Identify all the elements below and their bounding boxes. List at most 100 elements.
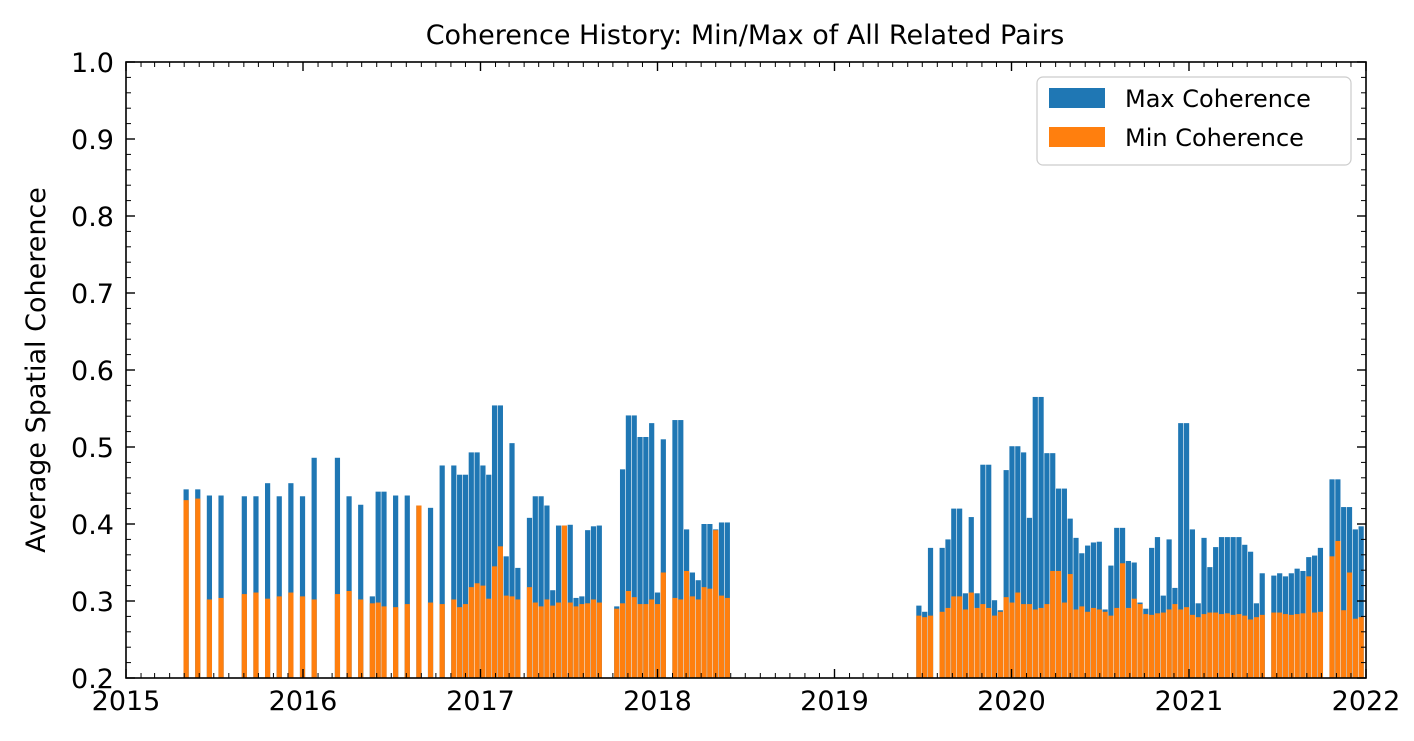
bar-max xyxy=(986,464,992,678)
bar-min xyxy=(1061,602,1067,678)
bar-min xyxy=(1282,614,1289,678)
bar-max xyxy=(1358,526,1364,678)
bar-min xyxy=(968,592,974,678)
bar-max xyxy=(631,415,637,678)
bar-min xyxy=(660,572,666,678)
y-tick-label: 0.9 xyxy=(71,125,114,156)
bar-max xyxy=(1247,551,1254,678)
bar-max xyxy=(241,496,247,678)
bar-max xyxy=(393,495,399,678)
x-tick-label: 2019 xyxy=(800,686,869,717)
bar-max xyxy=(951,508,957,678)
bar-max xyxy=(1032,396,1038,678)
bar-max xyxy=(619,469,626,678)
bar-min xyxy=(393,607,399,678)
bar-max xyxy=(439,465,445,678)
bar-min xyxy=(1335,540,1341,678)
bar-min xyxy=(689,596,696,678)
bar-min xyxy=(567,602,573,678)
bar-max xyxy=(486,474,492,678)
bar-max xyxy=(218,495,224,678)
bar-min xyxy=(1195,617,1201,678)
bar-min xyxy=(288,592,294,678)
bar-min xyxy=(1015,592,1021,678)
bar-max xyxy=(311,457,317,678)
bar-max xyxy=(660,439,666,678)
y-axis-ticks: 0.2 0.3 0.4 0.5 0.6 0.7 0.8 0.9 1.0 xyxy=(71,48,1366,695)
bar-min xyxy=(927,615,934,678)
bar-min xyxy=(718,595,725,678)
y-tick-label: 0.6 xyxy=(71,356,114,387)
bar-max xyxy=(1166,539,1172,678)
x-tick-label: 2020 xyxy=(977,686,1046,717)
bar-min xyxy=(346,590,352,678)
bar-min xyxy=(1055,570,1062,678)
bar-max xyxy=(265,483,271,678)
y-axis-label: Average Spatial Coherence xyxy=(21,187,52,553)
bar-min xyxy=(951,596,957,678)
x-tick-label: 2015 xyxy=(92,686,161,717)
bar-min xyxy=(265,598,271,678)
bar-min xyxy=(957,596,963,678)
bar-max xyxy=(643,436,649,678)
bar-min xyxy=(480,585,486,678)
y-tick-label: 0.8 xyxy=(71,202,114,233)
bar-min xyxy=(1154,613,1161,678)
bar-max xyxy=(358,504,364,678)
bar-max xyxy=(1114,527,1120,678)
bar-min xyxy=(1247,619,1254,678)
bar-max xyxy=(1242,544,1248,678)
bar-min xyxy=(590,599,597,678)
bar-max xyxy=(276,496,282,678)
y-tick-label: 0.5 xyxy=(71,433,114,464)
bar-min xyxy=(1050,570,1056,678)
bar-min xyxy=(1032,609,1038,678)
bar-min xyxy=(439,604,445,678)
bar-max xyxy=(1218,537,1225,678)
bar-min xyxy=(1294,614,1300,678)
bar-min xyxy=(631,597,637,678)
bar-min xyxy=(1073,609,1079,678)
bar-min xyxy=(1242,615,1248,678)
bar-min xyxy=(1125,607,1131,678)
bar-min xyxy=(1259,614,1265,678)
bar-max xyxy=(649,423,655,678)
bar-max xyxy=(1009,446,1015,678)
bar-min xyxy=(509,596,515,678)
bar-min xyxy=(299,596,306,678)
bar-max xyxy=(538,496,544,678)
bar-min xyxy=(1300,613,1306,678)
bar-max xyxy=(544,505,550,678)
bar-min xyxy=(503,595,509,678)
bar-max xyxy=(299,496,306,678)
bar-min xyxy=(457,607,463,678)
bar-min xyxy=(206,599,213,678)
legend: Max Coherence Min Coherence xyxy=(1036,76,1352,166)
bar-min xyxy=(1224,613,1230,678)
bar-max xyxy=(491,405,498,678)
legend-label-max: Max Coherence xyxy=(1125,85,1311,113)
bar-min xyxy=(579,604,585,678)
bar-max xyxy=(1224,537,1230,678)
bar-min xyxy=(1352,618,1358,678)
bar-min xyxy=(678,599,684,678)
bar-max xyxy=(1178,423,1184,678)
bar-min xyxy=(986,607,992,678)
bar-max xyxy=(1003,470,1009,678)
bar-max xyxy=(980,464,986,678)
bar-max xyxy=(1154,537,1161,678)
min-coherence-bars xyxy=(183,498,1364,678)
bar-min xyxy=(416,505,422,678)
bar-min xyxy=(218,597,224,678)
bar-min xyxy=(707,588,713,678)
bar-max xyxy=(468,452,474,678)
bar-min xyxy=(1346,572,1353,678)
bar-max xyxy=(596,525,602,678)
bar-min xyxy=(1166,609,1172,678)
bar-max xyxy=(672,420,678,678)
bar-min xyxy=(1312,612,1318,678)
bar-min xyxy=(1038,607,1044,678)
bar-min xyxy=(1096,609,1102,678)
bar-max xyxy=(927,547,934,678)
